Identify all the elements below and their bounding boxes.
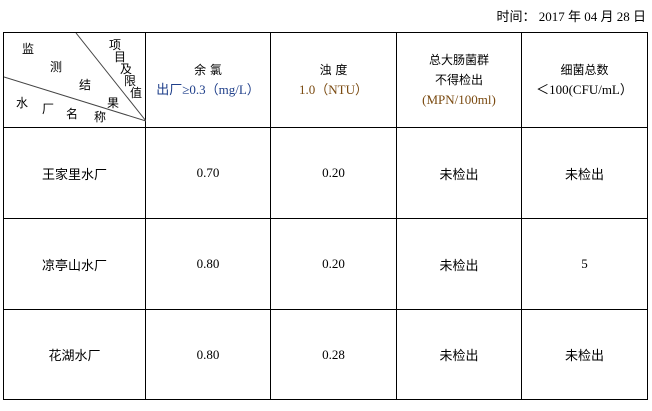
corner-text: 测 [50, 60, 63, 74]
table-row: 花湖水厂 0.80 0.28 未检出 未检出 [3, 309, 648, 400]
water-quality-table: 监 测 结 果 项 目 及 限 值 水 厂 名 称 余 氯 出厂≥0.3（mg/… [3, 32, 648, 400]
header-limit: 1.0（NTU） [299, 82, 368, 97]
header-row: 监 测 结 果 项 目 及 限 值 水 厂 名 称 余 氯 出厂≥0.3（mg/… [3, 32, 648, 128]
chlorine-value: 0.80 [145, 309, 271, 400]
corner-text: 项 [109, 38, 122, 52]
coliform-value: 未检出 [396, 309, 522, 400]
header-title: 浊 度 [319, 63, 348, 77]
header-bacteria: 细菌总数 ＜100(CFU/mL） [521, 32, 648, 128]
corner-text: 厂 [42, 102, 55, 116]
report-date: 时间： 2017 年 04 月 28 日 [496, 6, 646, 25]
header-limit: ＜100(CFU/mL） [536, 82, 633, 97]
chlorine-value: 0.70 [145, 127, 271, 219]
header-turbidity: 浊 度 1.0（NTU） [270, 32, 397, 128]
table-row: 王家里水厂 0.70 0.20 未检出 未检出 [3, 127, 648, 219]
corner-diagonals [4, 33, 146, 122]
header-coliform: 总大肠菌群 不得检出 (MPN/100ml) [396, 32, 522, 128]
bacteria-value: 未检出 [521, 127, 648, 219]
header-limit: 出厂≥0.3（mg/L） [156, 82, 260, 97]
corner-text: 名 [66, 107, 79, 121]
coliform-value: 未检出 [396, 127, 522, 219]
header-chlorine: 余 氯 出厂≥0.3（mg/L） [145, 32, 271, 128]
chlorine-value: 0.80 [145, 218, 271, 310]
corner-header-cell: 监 测 结 果 项 目 及 限 值 水 厂 名 称 [3, 32, 146, 128]
corner-text: 果 [107, 96, 120, 110]
corner-text: 水 [16, 96, 29, 110]
header-title: 余 氯 [194, 63, 222, 77]
header-unit: (MPN/100ml) [422, 92, 496, 107]
turbidity-value: 0.28 [270, 309, 397, 400]
turbidity-value: 0.20 [270, 127, 397, 219]
corner-text: 值 [130, 86, 143, 100]
turbidity-value: 0.20 [270, 218, 397, 310]
corner-text: 结 [79, 78, 92, 92]
corner-text: 限 [124, 74, 137, 88]
corner-text: 及 [120, 62, 133, 76]
table-row: 凉亭山水厂 0.80 0.20 未检出 5 [3, 218, 648, 310]
plant-name: 凉亭山水厂 [3, 218, 146, 310]
coliform-value: 未检出 [396, 218, 522, 310]
corner-text: 称 [94, 110, 107, 124]
corner-text: 监 [22, 42, 35, 56]
plant-name: 王家里水厂 [3, 127, 146, 219]
bacteria-value: 5 [521, 218, 648, 310]
date-label: 时间： [496, 9, 536, 24]
bacteria-value: 未检出 [521, 309, 648, 400]
plant-name: 花湖水厂 [3, 309, 146, 400]
corner-text: 目 [114, 50, 127, 64]
header-title: 细菌总数 [560, 63, 609, 77]
date-value: 2017 年 04 月 28 日 [538, 9, 646, 24]
header-limit: 不得检出 [434, 73, 483, 87]
header-title: 总大肠菌群 [428, 53, 489, 67]
